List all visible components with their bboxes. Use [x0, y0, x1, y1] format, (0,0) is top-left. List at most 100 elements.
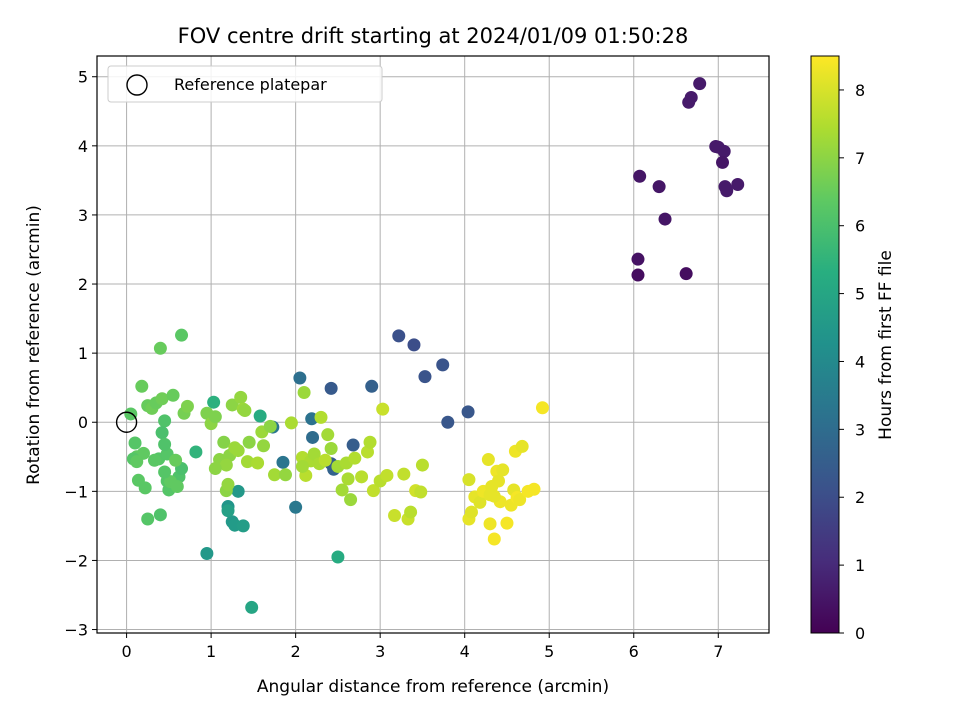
data-point	[221, 504, 235, 518]
data-point	[170, 480, 184, 494]
data-point	[236, 519, 250, 533]
data-point	[225, 398, 239, 412]
x-tick-label: 6	[629, 642, 639, 661]
chart-title: FOV centre drift starting at 2024/01/09 …	[178, 24, 689, 48]
data-point	[633, 169, 647, 183]
data-point	[147, 453, 161, 467]
data-point	[208, 410, 222, 424]
data-point	[464, 505, 478, 519]
data-point	[515, 439, 529, 453]
y-tick-label: 4	[78, 137, 88, 156]
data-point	[418, 370, 432, 384]
data-point	[344, 493, 358, 507]
data-point	[245, 600, 259, 614]
data-point	[169, 453, 183, 467]
x-tick-label: 1	[206, 642, 216, 661]
data-point	[306, 430, 320, 444]
x-tick-label: 2	[291, 642, 301, 661]
data-point	[155, 392, 169, 406]
data-point	[716, 155, 730, 169]
data-point	[297, 386, 311, 400]
data-point	[257, 439, 271, 453]
data-point	[295, 459, 309, 473]
y-tick-label: −3	[64, 621, 88, 640]
data-point	[251, 456, 265, 470]
colorbar-tick-label: 4	[855, 352, 865, 371]
data-point	[341, 472, 355, 486]
data-point	[180, 399, 194, 413]
y-tick-label: −1	[64, 482, 88, 501]
data-point	[217, 435, 231, 449]
data-point	[124, 407, 138, 421]
colorbar-tick-label: 1	[855, 556, 865, 575]
data-point	[335, 483, 349, 497]
data-point	[219, 458, 233, 472]
colorbar-tick-label: 6	[855, 217, 865, 236]
data-point	[138, 481, 152, 495]
data-point	[631, 252, 645, 266]
data-point	[415, 458, 429, 472]
colorbar: 0 1 2 3 4 5 6 7 8	[810, 55, 865, 643]
data-point	[500, 516, 514, 530]
data-point	[253, 409, 267, 423]
data-point	[128, 436, 142, 450]
x-axis-label: Angular distance from reference (arcmin)	[257, 677, 609, 697]
data-point	[483, 488, 497, 502]
data-point	[234, 390, 248, 404]
colorbar-tick-label: 0	[855, 624, 865, 643]
data-points	[115, 77, 745, 614]
data-point	[158, 465, 172, 479]
data-point	[535, 401, 549, 415]
data-point	[130, 455, 144, 469]
data-point	[679, 267, 693, 281]
data-point	[492, 474, 506, 488]
legend-label-reference: Reference platepar	[174, 75, 327, 94]
data-point	[276, 455, 290, 469]
data-point	[436, 358, 450, 372]
data-point	[153, 508, 167, 522]
data-point	[155, 426, 169, 440]
data-point	[380, 468, 394, 482]
data-point	[473, 495, 487, 509]
data-point	[720, 184, 734, 198]
data-point	[293, 371, 307, 385]
data-point	[658, 212, 672, 226]
data-point	[731, 178, 745, 192]
y-tick-label: 3	[78, 206, 88, 225]
reference-platepar-marker	[115, 411, 138, 433]
data-point	[208, 462, 222, 476]
data-point	[263, 419, 277, 433]
data-point	[238, 403, 252, 417]
data-point	[487, 532, 501, 546]
data-point	[441, 415, 455, 429]
data-point	[207, 395, 221, 409]
data-point	[166, 388, 180, 402]
data-point	[189, 445, 203, 459]
legend-marker-reference	[126, 74, 148, 96]
data-point	[324, 381, 338, 395]
data-point	[324, 441, 338, 455]
y-axis-label: Rotation from reference (arcmin)	[24, 205, 44, 485]
data-point	[388, 509, 402, 523]
x-tick-label: 7	[713, 642, 723, 661]
data-point	[717, 144, 731, 158]
data-point	[462, 473, 476, 487]
data-point	[363, 435, 377, 449]
data-point	[414, 485, 428, 499]
data-point	[365, 379, 379, 393]
x-tick-label: 0	[121, 642, 131, 661]
legend: Reference platepar	[107, 65, 383, 103]
plot-frame	[96, 55, 770, 634]
y-tick-label: 2	[78, 275, 88, 294]
data-point	[631, 268, 645, 282]
colorbar-tick-label: 2	[855, 488, 865, 507]
colorbar-gradient	[810, 55, 840, 634]
y-tick-label: 0	[78, 413, 88, 432]
data-point	[483, 517, 497, 531]
data-point	[461, 405, 475, 419]
colorbar-tick-label: 8	[855, 81, 865, 100]
data-point	[158, 437, 172, 451]
x-tick-label: 4	[460, 642, 470, 661]
data-point	[376, 402, 390, 416]
data-point	[158, 414, 172, 428]
